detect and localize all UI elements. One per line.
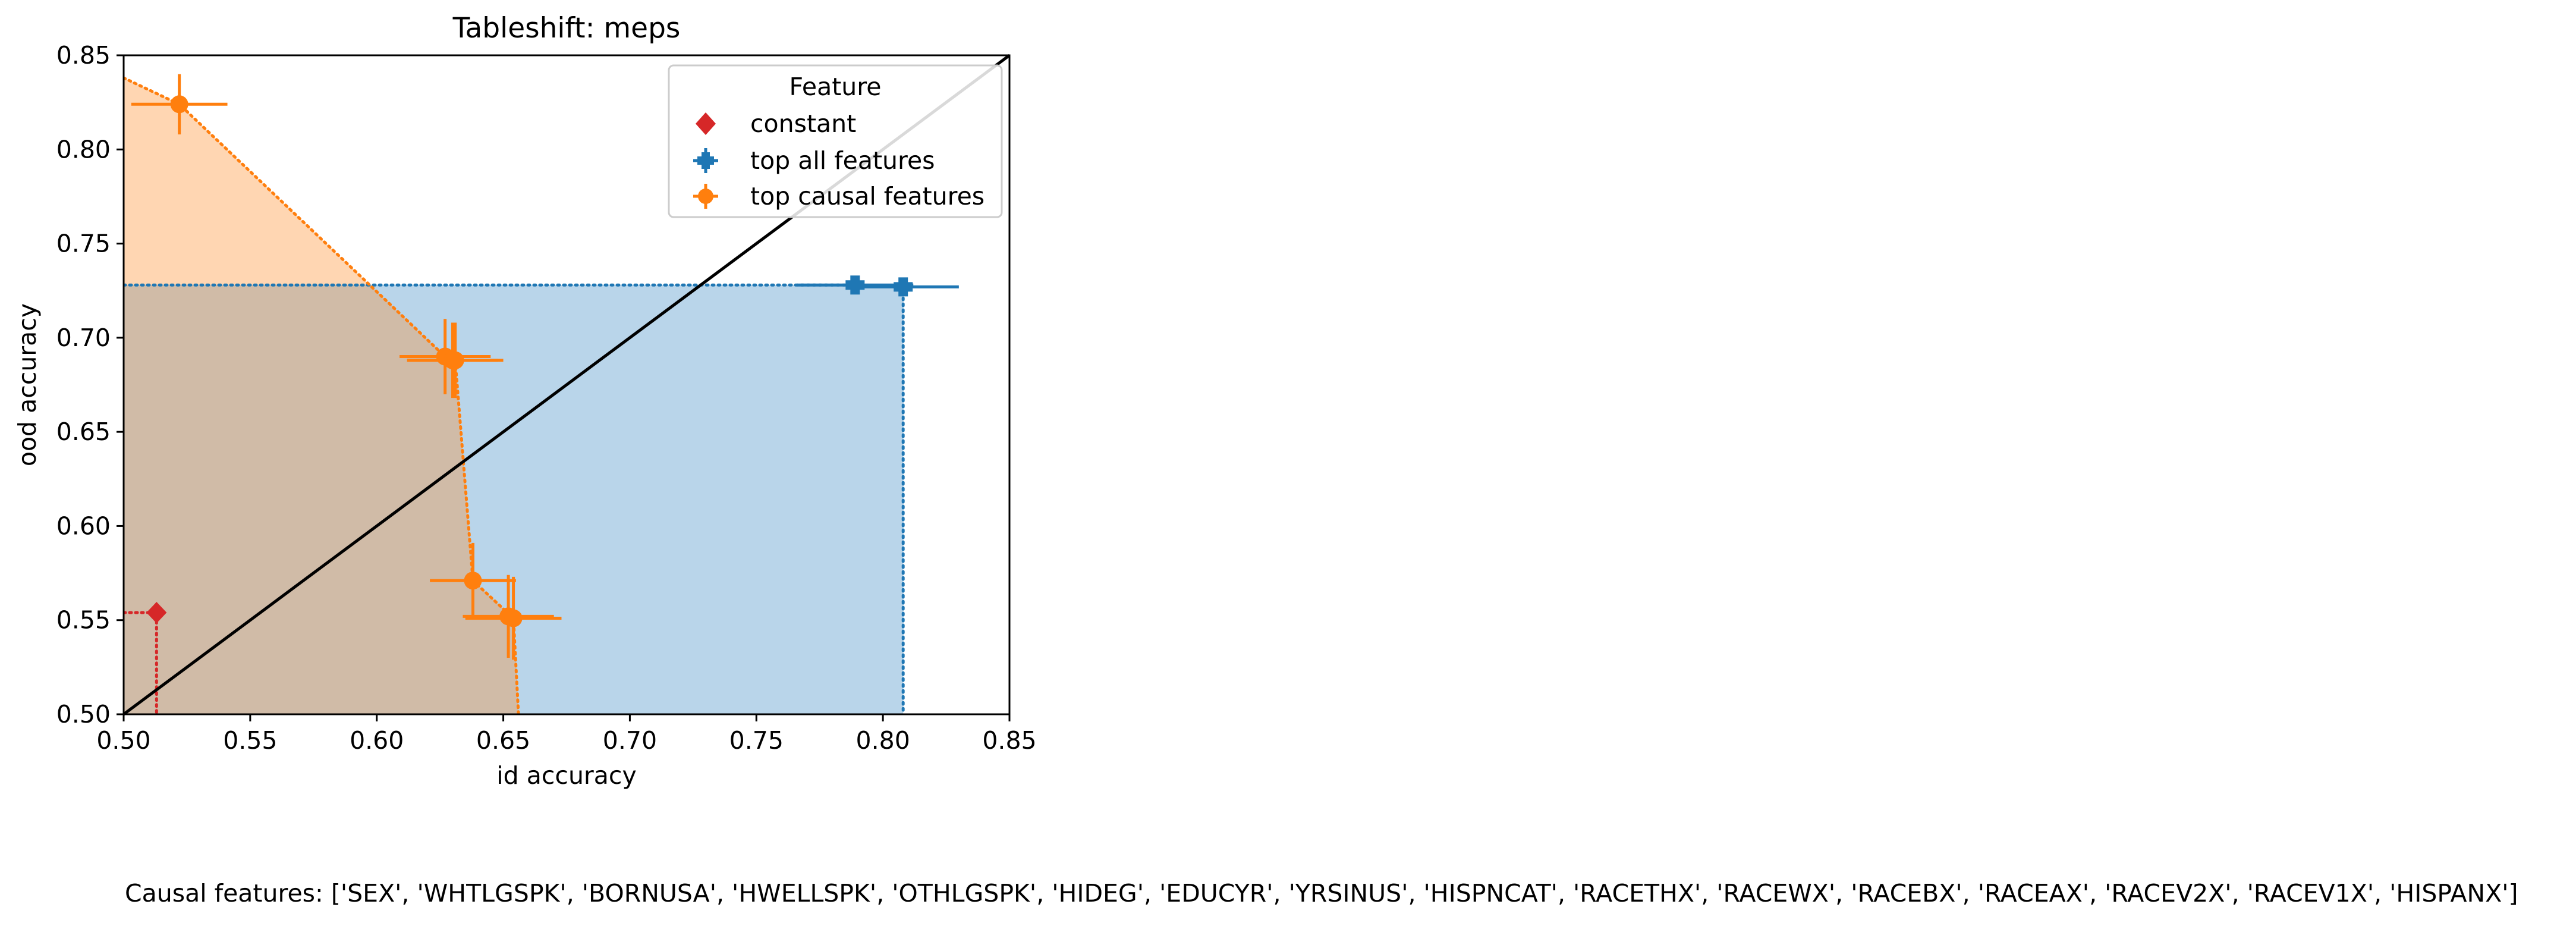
y-tick-label: 0.65 <box>56 418 111 446</box>
data-points <box>131 74 959 660</box>
legend-title: Feature <box>790 73 882 101</box>
y-axis-label: ood accuracy <box>13 303 42 466</box>
legend-circle-icon <box>698 189 713 204</box>
causal-marker <box>504 609 523 627</box>
x-tick-label: 0.85 <box>982 726 1036 755</box>
legend-frame <box>668 64 1003 218</box>
y-tick-label: 0.80 <box>56 135 111 164</box>
causal-marker <box>446 351 464 369</box>
x-axis-label: id accuracy <box>496 761 636 790</box>
x-axis-ticks: 0.50 0.55 0.60 0.65 0.70 0.75 0.80 0.85 <box>96 714 1037 755</box>
constant-point <box>146 602 167 624</box>
y-tick-label: 0.70 <box>56 324 111 352</box>
y-tick-label: 0.85 <box>56 41 111 70</box>
causal-point <box>131 74 228 134</box>
all-marker <box>845 275 865 295</box>
legend-label-top-all-features: top all features <box>750 146 935 175</box>
constant-marker <box>146 602 167 624</box>
overlap-region <box>124 285 519 714</box>
legend-diamond-icon <box>696 112 716 135</box>
causal-marker <box>170 95 188 114</box>
legend-label-constant: constant <box>750 109 856 138</box>
y-axis-ticks: 0.50 0.55 0.60 0.65 0.70 0.75 0.80 0.85 <box>56 41 124 729</box>
frontier-fills <box>124 77 904 714</box>
causal-features-caption: Causal features: ['SEX', 'WHTLGSPK', 'BO… <box>125 879 2518 908</box>
x-tick-label: 0.55 <box>223 726 277 755</box>
causal-point <box>407 322 504 398</box>
axes-frame <box>122 54 1011 715</box>
plot-area: 0.50 0.55 0.60 0.65 0.70 0.75 0.80 0.85 0.500.5… <box>56 41 1037 755</box>
x-tick-label: 0.80 <box>855 726 910 755</box>
causal-point <box>430 542 516 619</box>
legend-entry-top-all-features: top all features <box>693 146 935 175</box>
causal-point <box>465 576 562 660</box>
legend-entry-constant: constant <box>696 109 856 138</box>
legend-entry-top-causal-features: top causal features <box>693 182 985 211</box>
y-tick-label: 0.75 <box>56 230 111 258</box>
x-tick-label: 0.60 <box>350 726 404 755</box>
legend-plus-icon <box>697 152 714 169</box>
legend: Feature constant top all features top ca… <box>668 64 1003 218</box>
chart-title: Tableshift: meps <box>452 12 681 45</box>
all-point <box>847 277 959 297</box>
x-tick-label: 0.50 <box>96 726 150 755</box>
legend-label-top-causal-features: top causal features <box>750 182 985 211</box>
x-tick-label: 0.75 <box>729 726 784 755</box>
x-tick-label: 0.70 <box>603 726 657 755</box>
causal-marker <box>464 572 482 590</box>
x-tick-label: 0.65 <box>476 726 530 755</box>
y-tick-label: 0.50 <box>56 700 111 729</box>
y-tick-label: 0.55 <box>56 606 111 635</box>
y-tick-label: 0.60 <box>56 511 111 540</box>
all-marker <box>894 277 913 297</box>
